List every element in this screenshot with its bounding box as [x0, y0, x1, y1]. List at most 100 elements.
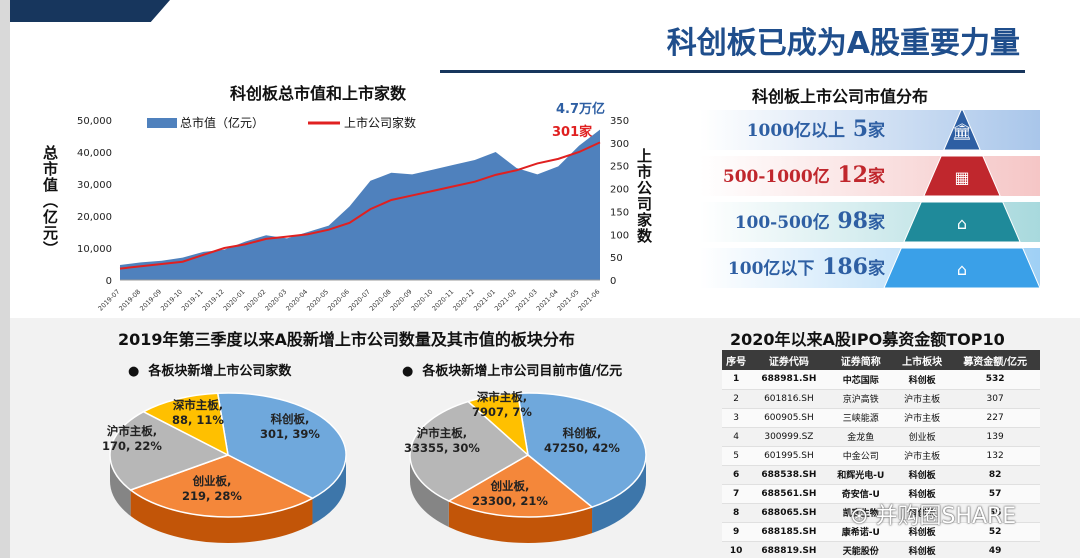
table-cell: 科创板 [893, 465, 951, 485]
x-tick-label: 2020-12 [451, 288, 476, 313]
table-row: 2 601816.SH 京沪高铁 沪市主板 307 [722, 389, 1040, 409]
pie-slice [516, 392, 647, 508]
table-cell: 300999.SZ [750, 427, 828, 447]
x-tick-label: 2020-09 [389, 288, 414, 313]
left-strip [0, 0, 10, 558]
distribution-pyramid: 🏛 ▦ ⌂ ⌂ [700, 109, 1041, 289]
table-row: 7 688561.SH 奇安信-U 科创板 57 [722, 484, 1040, 504]
table-row: 1 688981.SH 中芯国际 科创板 532 [722, 370, 1040, 390]
pie-slice-value: 170, 22% [102, 439, 162, 453]
y2-tick-label: 0 [610, 276, 616, 287]
y2-tick-label: 250 [610, 162, 629, 173]
x-tick-label: 2019-09 [138, 288, 163, 313]
title-rule [440, 70, 1025, 73]
table-cell: 307 [950, 389, 1040, 409]
table-body: 1 688981.SH 中芯国际 科创板 532 2 601816.SH 京沪高铁 沪市主板 30… [722, 370, 1040, 558]
legend-swatch-area [147, 118, 177, 128]
x-tick-label: 2020-03 [264, 288, 289, 313]
table-cell: 金龙鱼 [827, 427, 894, 447]
y-tick-label: 40,000 [77, 148, 112, 159]
legend-label-line: 上市公司家数 [344, 115, 416, 130]
pie-slice-side [410, 455, 449, 527]
y2-axis-label: 上市公司家数 [635, 148, 653, 244]
y-axis-label: 总市值（亿元） [41, 145, 59, 257]
table-cell: 康希诺-U [827, 522, 894, 542]
tier-count: 186 [814, 254, 868, 280]
table-row: 8 688065.SH 凯赛生物 科创板 55 [722, 503, 1040, 523]
x-tick-label: 2020-02 [243, 288, 268, 313]
table-cell: 沪市主板 [893, 389, 951, 409]
table-cell: 三峡能源 [827, 408, 894, 428]
table-cell: 科创板 [893, 541, 951, 558]
y2-tick-label: 350 [610, 116, 629, 127]
x-tick-label: 2020-01 [222, 288, 247, 313]
x-tick-label: 2021-01 [472, 288, 497, 313]
table-cell: 55 [950, 503, 1040, 523]
table-row: 9 688185.SH 康希诺-U 科创板 52 [722, 522, 1040, 542]
pie-slice [409, 400, 530, 502]
top-accent [10, 0, 170, 22]
tier-label: 1000亿以上 5家 [747, 116, 885, 142]
y-tick-label: 30,000 [77, 180, 112, 191]
table-cell: 688185.SH [750, 522, 828, 542]
pie1-title: 各板块新增上市公司家数 [148, 364, 292, 379]
table-cell: 7 [722, 484, 751, 504]
table-header-row: 序号 证券代码 证券简称 上市板块 募资金额/亿元 [722, 350, 1040, 370]
table-cell: 6 [722, 465, 751, 485]
y-tick-label: 0 [106, 276, 112, 287]
tier-count: 98 [829, 208, 868, 234]
tier-pyramid-segment [903, 201, 1021, 243]
table-cell: 科创板 [893, 484, 951, 504]
x-tick-label: 2020-11 [430, 288, 455, 313]
x-tick-label: 2021-05 [556, 288, 581, 313]
table-cell: 2 [722, 389, 751, 409]
table-cell: 49 [950, 541, 1040, 558]
x-tick-label: 2020-07 [347, 288, 372, 313]
chart-title: 科创板总市值和上市家数 [230, 84, 407, 103]
pie-slice [447, 454, 594, 518]
table-cell: 601995.SH [750, 446, 828, 466]
tier-label: 100-500亿 98家 [735, 208, 885, 234]
x-tick-label: 2020-04 [284, 288, 309, 313]
table-cell: 601816.SH [750, 389, 828, 409]
tier-count: 5 [845, 116, 868, 142]
tier-band [700, 110, 1040, 150]
pie-slice-side [110, 455, 131, 517]
table-row: 4 300999.SZ 金龙鱼 创业板 139 [722, 427, 1040, 447]
y2-tick-label: 150 [610, 207, 629, 218]
table-row: 5 601995.SH 中金公司 沪市主板 132 [722, 446, 1040, 466]
table-cell: 3 [722, 408, 751, 428]
table-cell: 57 [950, 484, 1040, 504]
x-tick-label: 2020-10 [410, 288, 435, 313]
table-cell: 10 [722, 541, 751, 558]
table-header-cell: 募资金额/亿元 [950, 350, 1040, 370]
distribution-title: 科创板上市公司市值分布 [752, 87, 929, 106]
y2-tick-label: 100 [610, 230, 629, 241]
table-row: 6 688538.SH 和辉光电-U 科创板 82 [722, 465, 1040, 485]
y-tick-label: 50,000 [77, 116, 112, 127]
annotation-company-count: 301家 [552, 124, 593, 140]
house-icon: ⌂ [957, 214, 967, 233]
watermark: ⊛ 并购圈SHARE [850, 504, 1017, 529]
table-cell: 4 [722, 427, 751, 447]
y-tick-label: 20,000 [77, 212, 112, 223]
table-cell: 科创板 [893, 370, 951, 390]
pie-slice [466, 392, 530, 457]
table-cell: 科创板 [893, 522, 951, 542]
pie-slice-value: 23300, 21% [472, 494, 548, 508]
y2-tick-label: 50 [610, 253, 623, 264]
pie-slice-value: 33355, 30% [404, 441, 480, 455]
legend-label-area: 总市值（亿元） [180, 115, 264, 130]
table-cell: 688538.SH [750, 465, 828, 485]
table-cell: 139 [950, 427, 1040, 447]
x-tick-label: 2019-12 [201, 288, 226, 313]
x-tick-label: 2020-08 [368, 288, 393, 313]
pie-slice-name: 科创板, [563, 426, 602, 440]
home-icon: ⌂ [957, 260, 967, 279]
table-cell: 5 [722, 446, 751, 466]
pie-slice-value: 219, 28% [182, 489, 242, 503]
pie-slice [141, 392, 229, 457]
table-header-cell: 上市板块 [893, 350, 951, 370]
pie-slice-value: 301, 39% [260, 427, 320, 441]
bottom-title: 2019年第三季度以来A股新增上市公司数量及其市值的板块分布 [118, 330, 575, 349]
